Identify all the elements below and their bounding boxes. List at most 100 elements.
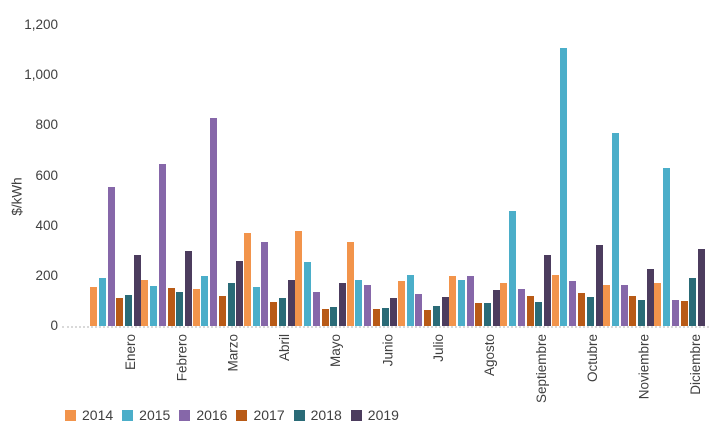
bar-2015-Octubre [560,47,568,326]
bar-2014-Agosto [449,276,457,326]
bar-2016-Julio [415,294,423,326]
bar-2014-Octubre [551,274,559,326]
y-tick-label: 1,000 [24,67,58,83]
x-axis-label-julio: Julio [431,334,447,362]
bar-2019-Septiembre [544,254,552,326]
bar-2016-Noviembre [620,284,628,326]
bar-2018-Abril [278,297,286,326]
bar-2018-Diciembre [689,278,697,326]
bar-2014-Enero [90,287,97,326]
bar-2019-Mayo [339,283,347,326]
bar-2018-Octubre [586,296,594,326]
bar-2016-Abril [261,241,269,326]
bar-2015-Noviembre [611,132,619,326]
legend-swatch-icon [65,409,76,421]
bar-2015-Enero [98,278,106,326]
x-axis-label-octubre: Octubre [585,334,600,383]
bar-2017-Junio [372,309,380,326]
bar-2016-Febrero [158,164,166,326]
bar-2017-Mayo [321,308,329,326]
legend-label: 2019 [367,407,399,423]
bar-2015-Septiembre [509,211,517,326]
bar-2016-Marzo [210,117,218,326]
bar-2019-Agosto [492,289,500,326]
legend-swatch-icon [236,409,248,421]
x-axis-label-septiembre: Septiembre [533,334,549,404]
bar-2014-Noviembre [603,284,610,326]
bar-2019-Julio [441,296,449,326]
legend-swatch-icon [350,409,362,421]
x-axis-label-agosto: Agosto [482,334,498,377]
x-axis-label-febrero: Febrero [174,334,190,382]
x-axis-label-mayo: Mayo [328,334,344,368]
bar-2018-Febrero [176,292,184,326]
x-axis-label-marzo: Marzo [225,334,241,372]
bar-2017-Abril [270,302,278,326]
bar-2015-Febrero [150,285,158,326]
bar-2015-Marzo [201,275,209,326]
legend-swatch-icon [179,409,191,421]
x-axis-label-noviembre: Noviembre [636,334,652,400]
bar-2015-Abril [252,287,260,326]
bar-2014-Julio [397,281,405,326]
bar-2016-Octubre [569,280,577,326]
legend-label: 2018 [310,407,342,423]
bar-2018-Noviembre [638,300,646,326]
bar-2016-Septiembre [517,288,525,326]
bar-2015-Diciembre [663,167,671,326]
bar-2018-Junio [381,307,389,326]
bar-2018-Enero [125,294,133,326]
bar-2015-Mayo [303,262,311,326]
legend: 2014 2015 2016 2017 2018 2019 [65,407,399,423]
bar-2016-Diciembre [671,300,679,326]
bar-2015-Junio [355,280,363,326]
bar-2016-Agosto [466,276,474,326]
bar-2017-Octubre [578,292,585,326]
legend-swatch-icon [293,409,305,421]
legend-item-2014: 2014 [65,407,113,423]
bar-2014-Junio [346,242,354,326]
bar-2017-Febrero [167,288,175,326]
bar-2014-Febrero [141,279,149,326]
bar-2017-Septiembre [526,295,534,326]
bar-2015-Agosto [457,280,465,326]
bar-2016-Junio [364,284,372,326]
bar-2018-Septiembre [535,302,543,326]
x-axis-line [62,326,709,328]
bar-2017-Noviembre [629,295,637,326]
bar-2019-Octubre [595,245,603,326]
bar-2019-Diciembre [698,248,706,326]
bar-2019-Enero [133,254,141,326]
x-axis-label-junio: Junio [379,334,395,367]
bar-2014-Mayo [295,230,303,326]
legend-label: 2017 [253,407,285,423]
bar-2014-Septiembre [500,282,508,326]
bar-2018-Agosto [484,302,492,326]
bar-2018-Marzo [227,283,235,326]
bar-2016-Enero [107,186,115,326]
x-axis-label-diciembre: Diciembre [687,334,703,395]
y-tick-label: 800 [35,117,58,133]
y-tick-label: 1,200 [24,17,58,32]
bar-2014-Diciembre [654,282,662,326]
bar-2019-Abril [287,279,295,326]
bar-2016-Mayo [312,291,320,326]
bar-2019-Junio [390,298,398,326]
x-axis-label-abril: Abril [277,334,293,362]
legend-label: 2014 [82,407,114,423]
x-axis-label-enero: Enero [123,334,139,371]
bar-2017-Julio [424,309,432,326]
legend-swatch-icon [122,409,134,421]
y-tick-label: 600 [35,167,58,183]
legend-item-2015: 2015 [122,407,170,423]
legend-label: 2015 [139,407,171,423]
bar-2018-Mayo [330,307,338,326]
legend-item-2017: 2017 [236,407,285,423]
bar-2019-Marzo [236,260,244,326]
bar-2019-Febrero [185,250,193,326]
bar-2017-Marzo [218,295,226,326]
legend-label: 2016 [196,407,228,423]
bar-2017-Enero [116,298,124,326]
y-tick-label: 0 [50,318,58,333]
